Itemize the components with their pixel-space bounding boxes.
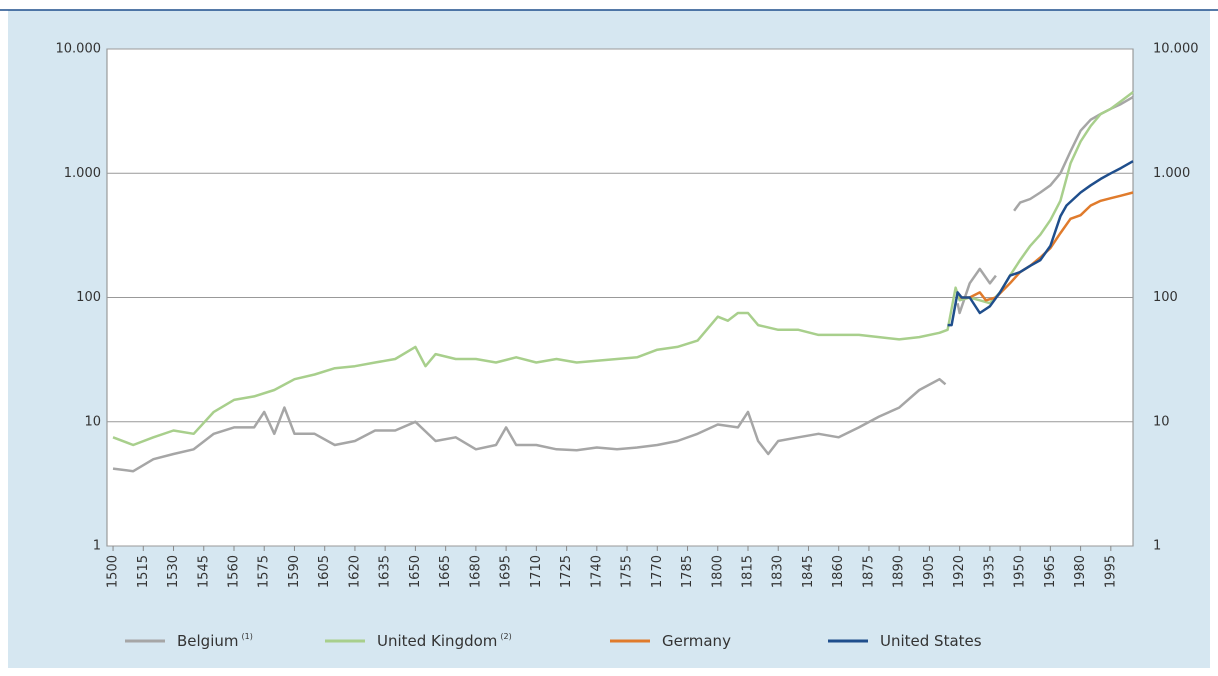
- y2-tick-label: 10.000: [1153, 42, 1199, 57]
- x-tick-label: 1920: [952, 555, 967, 588]
- y-tick-label: 1: [93, 539, 101, 554]
- y-tick-label: 1.000: [64, 166, 101, 181]
- x-tick-label: 1815: [740, 555, 755, 588]
- x-tick-label: 1515: [136, 555, 151, 588]
- legend-name: Belgium: [177, 632, 239, 650]
- y-tick-label: 10: [84, 414, 101, 429]
- x-tick-label: 1995: [1103, 555, 1118, 588]
- x-tick-label: 1530: [166, 555, 181, 588]
- series-line: [112, 91, 1134, 447]
- x-tick-label: 1950: [1013, 555, 1028, 588]
- x-tick-label: 1620: [347, 555, 362, 588]
- x-tick-label: 1725: [559, 555, 574, 588]
- legend-label: United Kingdom (2): [377, 632, 512, 650]
- x-tick-label: 1785: [680, 555, 695, 588]
- x-tick-label: 1770: [650, 555, 665, 588]
- x-tick-label: 1650: [408, 555, 423, 588]
- legend-footnote: (1): [242, 632, 253, 641]
- y2-tick-label: 100: [1153, 290, 1178, 305]
- x-tick-label: 1605: [317, 555, 332, 588]
- y2-tick-label: 1.000: [1153, 166, 1190, 181]
- x-tick-label: 1680: [468, 555, 483, 588]
- y2-tick-label: 10: [1153, 414, 1170, 429]
- x-tick-label: 1875: [861, 555, 876, 588]
- x-tick-label: 1740: [589, 555, 604, 588]
- legend-name: United States: [880, 632, 982, 650]
- x-tick-label: 1890: [892, 555, 907, 588]
- x-tick-label: 1980: [1073, 555, 1088, 588]
- legend-name: Germany: [662, 632, 731, 650]
- x-tick-label: 1575: [257, 555, 272, 588]
- x-tick-label: 1935: [982, 555, 997, 588]
- y-tick-label: 100: [76, 290, 101, 305]
- x-tick-label: 1695: [499, 555, 514, 588]
- legend-label: United States: [880, 632, 982, 650]
- x-tick-label: 1545: [196, 555, 211, 588]
- x-tick-label: 1500: [106, 555, 121, 588]
- x-tick-label: 1560: [226, 555, 241, 588]
- x-tick-label: 1635: [378, 555, 393, 588]
- legend-name: United Kingdom: [377, 632, 497, 650]
- legend-label: Germany: [662, 632, 731, 650]
- y-tick-label: 10.000: [56, 42, 102, 57]
- x-tick-label: 1830: [771, 555, 786, 588]
- x-tick-label: 1845: [801, 555, 816, 588]
- legend-footnote: (2): [500, 632, 511, 641]
- series-line: [947, 160, 1134, 327]
- x-tick-label: 1860: [831, 555, 846, 588]
- x-tick-label: 1665: [438, 555, 453, 588]
- x-tick-label: 1800: [710, 555, 725, 588]
- legend-label: Belgium (1): [177, 632, 253, 650]
- x-tick-label: 1965: [1043, 555, 1058, 588]
- x-tick-label: 1755: [620, 555, 635, 588]
- x-tick-label: 1710: [529, 555, 544, 588]
- x-tick-label: 1590: [287, 555, 302, 588]
- y2-tick-label: 1: [1153, 539, 1161, 554]
- x-tick-label: 1905: [922, 555, 937, 588]
